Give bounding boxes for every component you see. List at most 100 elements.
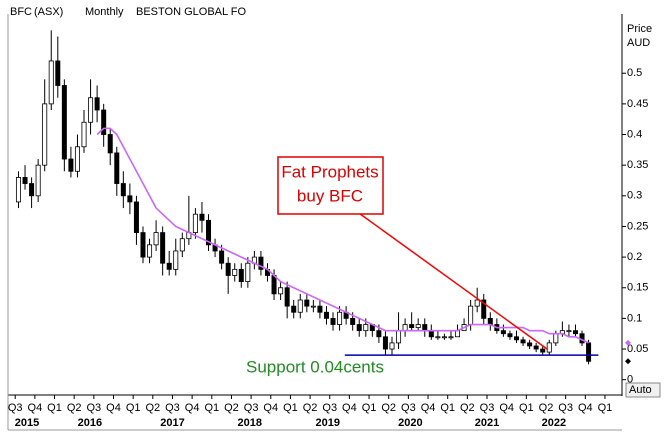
candle-body [192,213,198,233]
candle-body [35,164,41,197]
auto-button[interactable] [625,382,661,398]
candle-body [133,201,139,233]
candle-body [533,345,539,350]
candle-body [350,317,356,325]
candle-body [297,299,303,313]
candle-body [225,262,231,276]
candle-body [29,183,35,197]
candle-body [55,60,61,86]
candle-body [356,324,362,332]
x-tick-label: Q2 [145,402,160,414]
candle-body [147,244,153,258]
candle-body [160,232,166,264]
y-axis-unit: AUD [627,37,650,49]
x-tick-label: Q1 [126,402,141,414]
candle-body [566,330,572,333]
candle-body [507,333,513,338]
annotation-text: Support 0.04cents [246,357,384,376]
y-tick-label: 0.5 [627,67,642,79]
candle-body [527,342,533,347]
candle-body [310,305,316,308]
x-tick-label: Q2 [67,402,82,414]
candle-body [422,324,428,332]
candle-body [127,195,133,203]
trend-line [357,211,549,351]
candle-body [468,305,474,325]
candle-body [140,232,146,258]
annotation-text: Fat Prophets [281,162,378,181]
x-tick-label: Q1 [519,402,534,414]
x-tick-label: Q2 [381,402,396,414]
y-axis-title: Price [627,23,652,35]
candle-body [199,213,205,221]
x-tick-label: Q4 [185,402,200,414]
x-tick-label: Q1 [204,402,219,414]
candle-body [258,256,264,270]
candle-body [487,317,493,325]
annotation-text: buy BFC [297,186,363,205]
candle-body [232,268,238,276]
candle-body [120,183,126,197]
y-tick-label: 0.25 [627,220,648,232]
candle-body [481,299,487,319]
year-label: 2016 [78,417,102,429]
x-tick-label: Q3 [244,402,259,414]
candle-body [107,134,113,154]
candle-body [540,348,546,353]
x-tick-label: Q3 [480,402,495,414]
candle-body [330,317,336,325]
y-tick-label: 0.3 [627,190,642,202]
x-tick-label: Q3 [86,402,101,414]
x-tick-label: Q3 [401,402,416,414]
year-label: 2021 [475,417,499,429]
candle-body [520,339,526,344]
candle-body [553,333,559,344]
x-tick-label: Q4 [499,402,514,414]
x-tick-label: Q1 [283,402,298,414]
x-tick-label: Q2 [539,402,554,414]
candle-body [435,336,441,339]
candle-body [389,342,395,350]
candle-body [402,324,408,332]
x-tick-label: Q3 [165,402,180,414]
candle-body [396,330,402,344]
candle-body [500,330,506,335]
x-tick-label: Q3 [558,402,573,414]
x-tick-label: Q1 [362,402,377,414]
y-tick-label: 0.4 [627,128,642,140]
x-tick-label: Q4 [578,402,593,414]
candle-body [101,109,107,135]
candle-body [22,177,28,184]
candle-body [61,85,67,160]
year-label: 2019 [316,417,340,429]
candle-body [572,330,578,335]
x-tick-label: Q3 [322,402,337,414]
auto-button-label[interactable]: Auto [629,384,652,396]
candle-body [291,305,297,313]
y-tick-label: 0.2 [627,251,642,263]
candle-body [153,232,159,246]
year-label: 2015 [15,417,39,429]
candle-body [74,146,80,172]
symbol: BFC [10,6,32,18]
x-tick-label: Q1 [47,402,62,414]
candle-body [179,238,185,252]
year-label: 2018 [238,417,262,429]
candle-body [441,336,447,339]
x-tick-label: Q4 [342,402,357,414]
x-tick-label: Q3 [8,402,23,414]
annotation-box [277,156,384,215]
candle-body [206,219,212,246]
x-tick-label: Q2 [303,402,318,414]
candle-body [284,287,290,307]
candle-body [455,330,461,338]
x-tick-label: Q1 [598,402,613,414]
y-tick-label: 0 [627,374,633,386]
candle-body [304,299,310,307]
year-label: 2017 [160,417,184,429]
year-label: 2020 [398,417,422,429]
x-tick-label: Q4 [28,402,43,414]
